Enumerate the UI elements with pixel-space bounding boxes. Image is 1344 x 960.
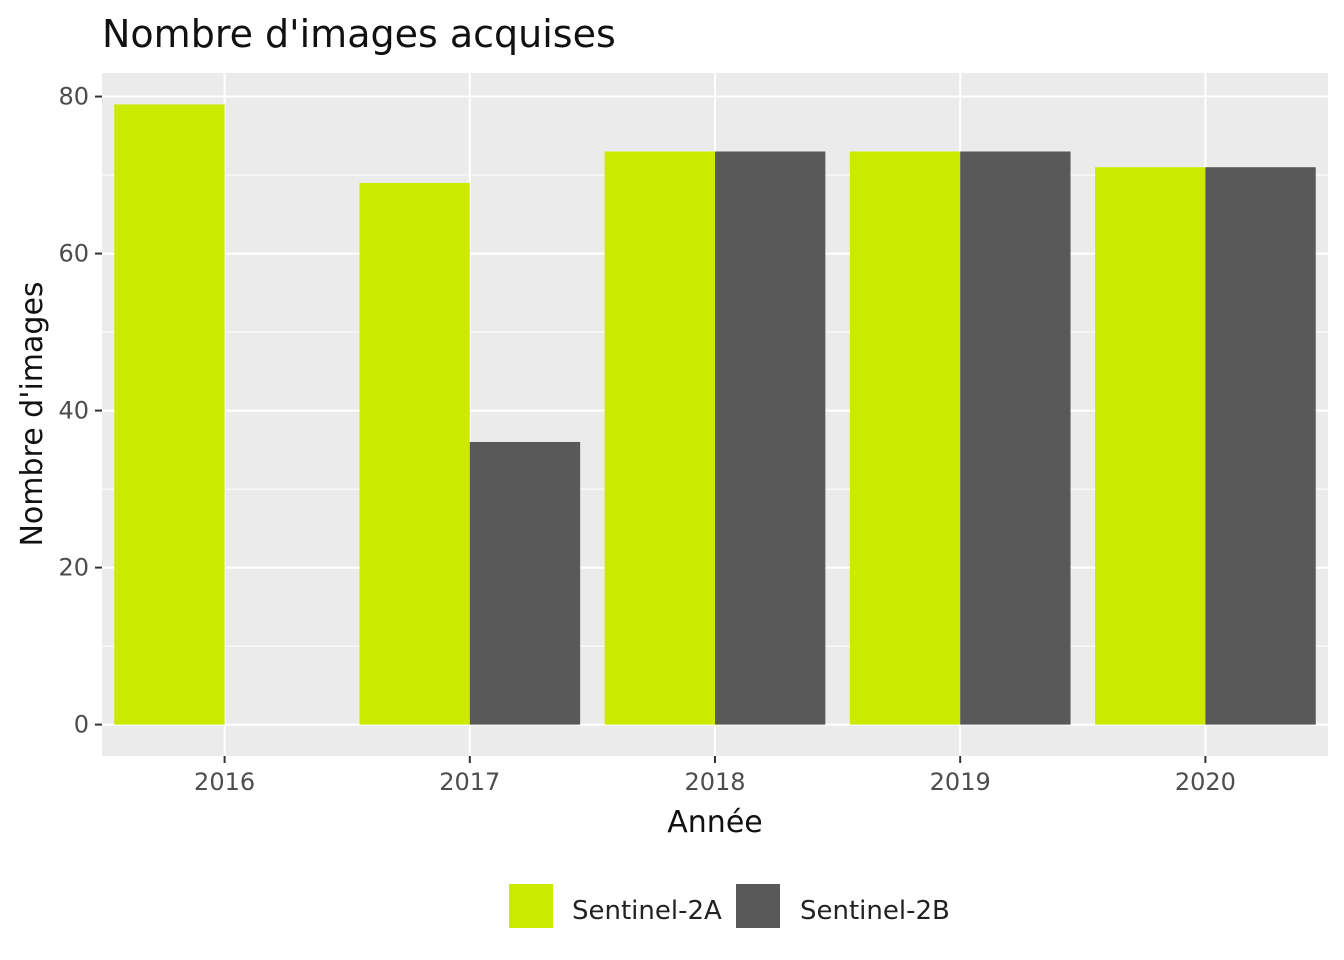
legend-swatch bbox=[509, 884, 553, 928]
y-tick-label: 20 bbox=[58, 554, 89, 582]
y-tick-label: 60 bbox=[58, 240, 89, 268]
y-axis-title: Nombre d'images bbox=[15, 281, 50, 546]
legend-label: Sentinel-2B bbox=[800, 896, 950, 926]
bar-sentinel-2a-2020 bbox=[1095, 167, 1206, 725]
bar-sentinel-2b-2019 bbox=[960, 151, 1071, 725]
legend: Sentinel-2A Sentinel-2B bbox=[509, 884, 950, 928]
bar-sentinel-2a-2016 bbox=[114, 104, 225, 725]
bar-sentinel-2a-2018 bbox=[604, 151, 715, 725]
x-tick-label: 2017 bbox=[439, 768, 500, 796]
legend-swatch bbox=[736, 884, 780, 928]
x-tick-label: 2019 bbox=[930, 768, 991, 796]
bars bbox=[114, 104, 1316, 725]
bar-sentinel-2a-2019 bbox=[849, 151, 961, 725]
chart-title: Nombre d'images acquises bbox=[102, 12, 616, 56]
bar-sentinel-2b-2020 bbox=[1205, 167, 1316, 725]
x-tick-label: 2020 bbox=[1175, 768, 1236, 796]
y-axis: 0 20 40 60 80 bbox=[58, 83, 102, 739]
bar-sentinel-2b-2018 bbox=[715, 151, 826, 725]
x-tick-label: 2016 bbox=[194, 768, 255, 796]
y-tick-label: 0 bbox=[74, 711, 89, 739]
x-axis: 2016 2017 2018 2019 2020 bbox=[194, 756, 1236, 796]
bar-sentinel-2b-2017 bbox=[469, 441, 581, 725]
legend-label: Sentinel-2A bbox=[572, 896, 722, 926]
x-tick-label: 2018 bbox=[684, 768, 745, 796]
y-tick-label: 80 bbox=[58, 83, 89, 111]
bar-sentinel-2a-2017 bbox=[359, 182, 470, 725]
y-tick-label: 40 bbox=[58, 397, 89, 425]
x-axis-title: Année bbox=[667, 805, 762, 840]
